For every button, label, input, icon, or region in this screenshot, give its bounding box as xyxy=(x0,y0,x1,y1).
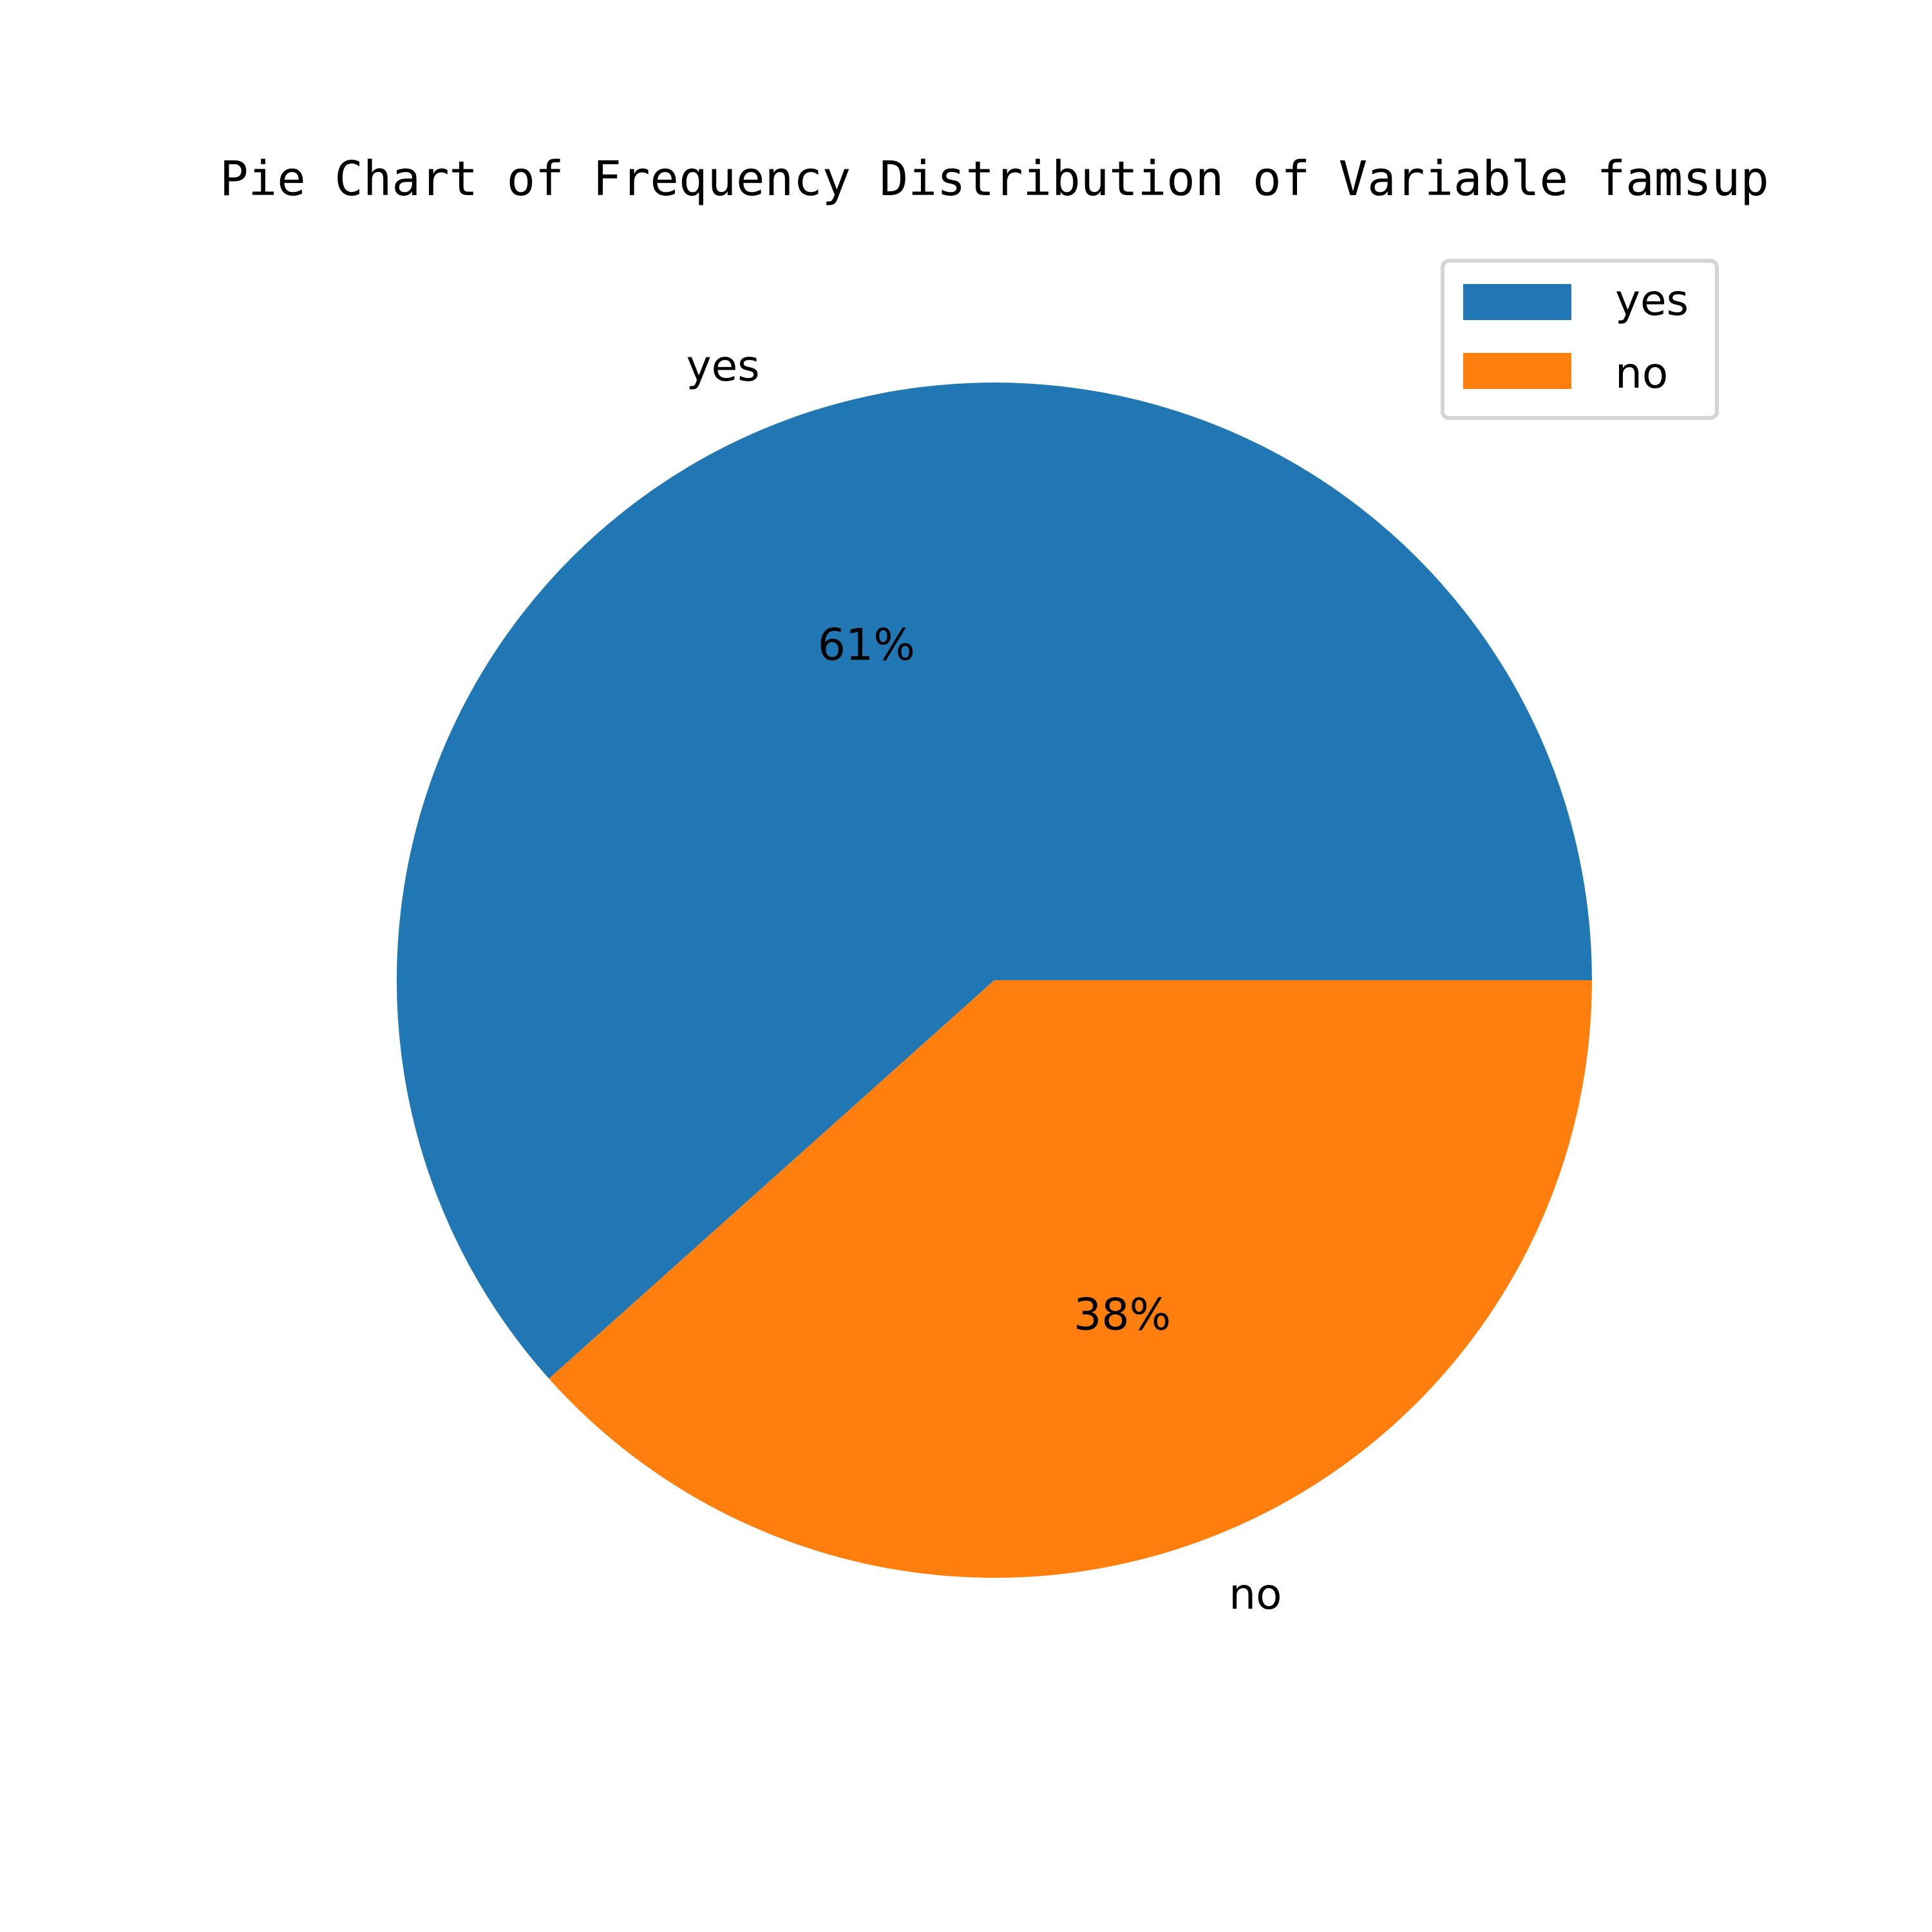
legend-swatch-no xyxy=(1463,353,1571,389)
slice-label-yes: yes xyxy=(687,341,760,391)
pct-label-no: 38% xyxy=(1074,1290,1171,1341)
pie: yes 61% no 38% xyxy=(396,341,1593,1619)
legend: yes no xyxy=(1441,259,1719,420)
pie-slice-yes xyxy=(396,383,1593,1379)
legend-swatch-yes xyxy=(1463,284,1571,320)
legend-label-no: no xyxy=(1615,348,1668,398)
slice-label-no: no xyxy=(1229,1569,1282,1619)
legend-label-yes: yes xyxy=(1615,276,1689,325)
pct-label-yes: 61% xyxy=(818,620,915,670)
chart-title: Pie Chart of Frequency Distribution of V… xyxy=(220,151,1769,207)
pie-slice-no xyxy=(549,980,1592,1578)
